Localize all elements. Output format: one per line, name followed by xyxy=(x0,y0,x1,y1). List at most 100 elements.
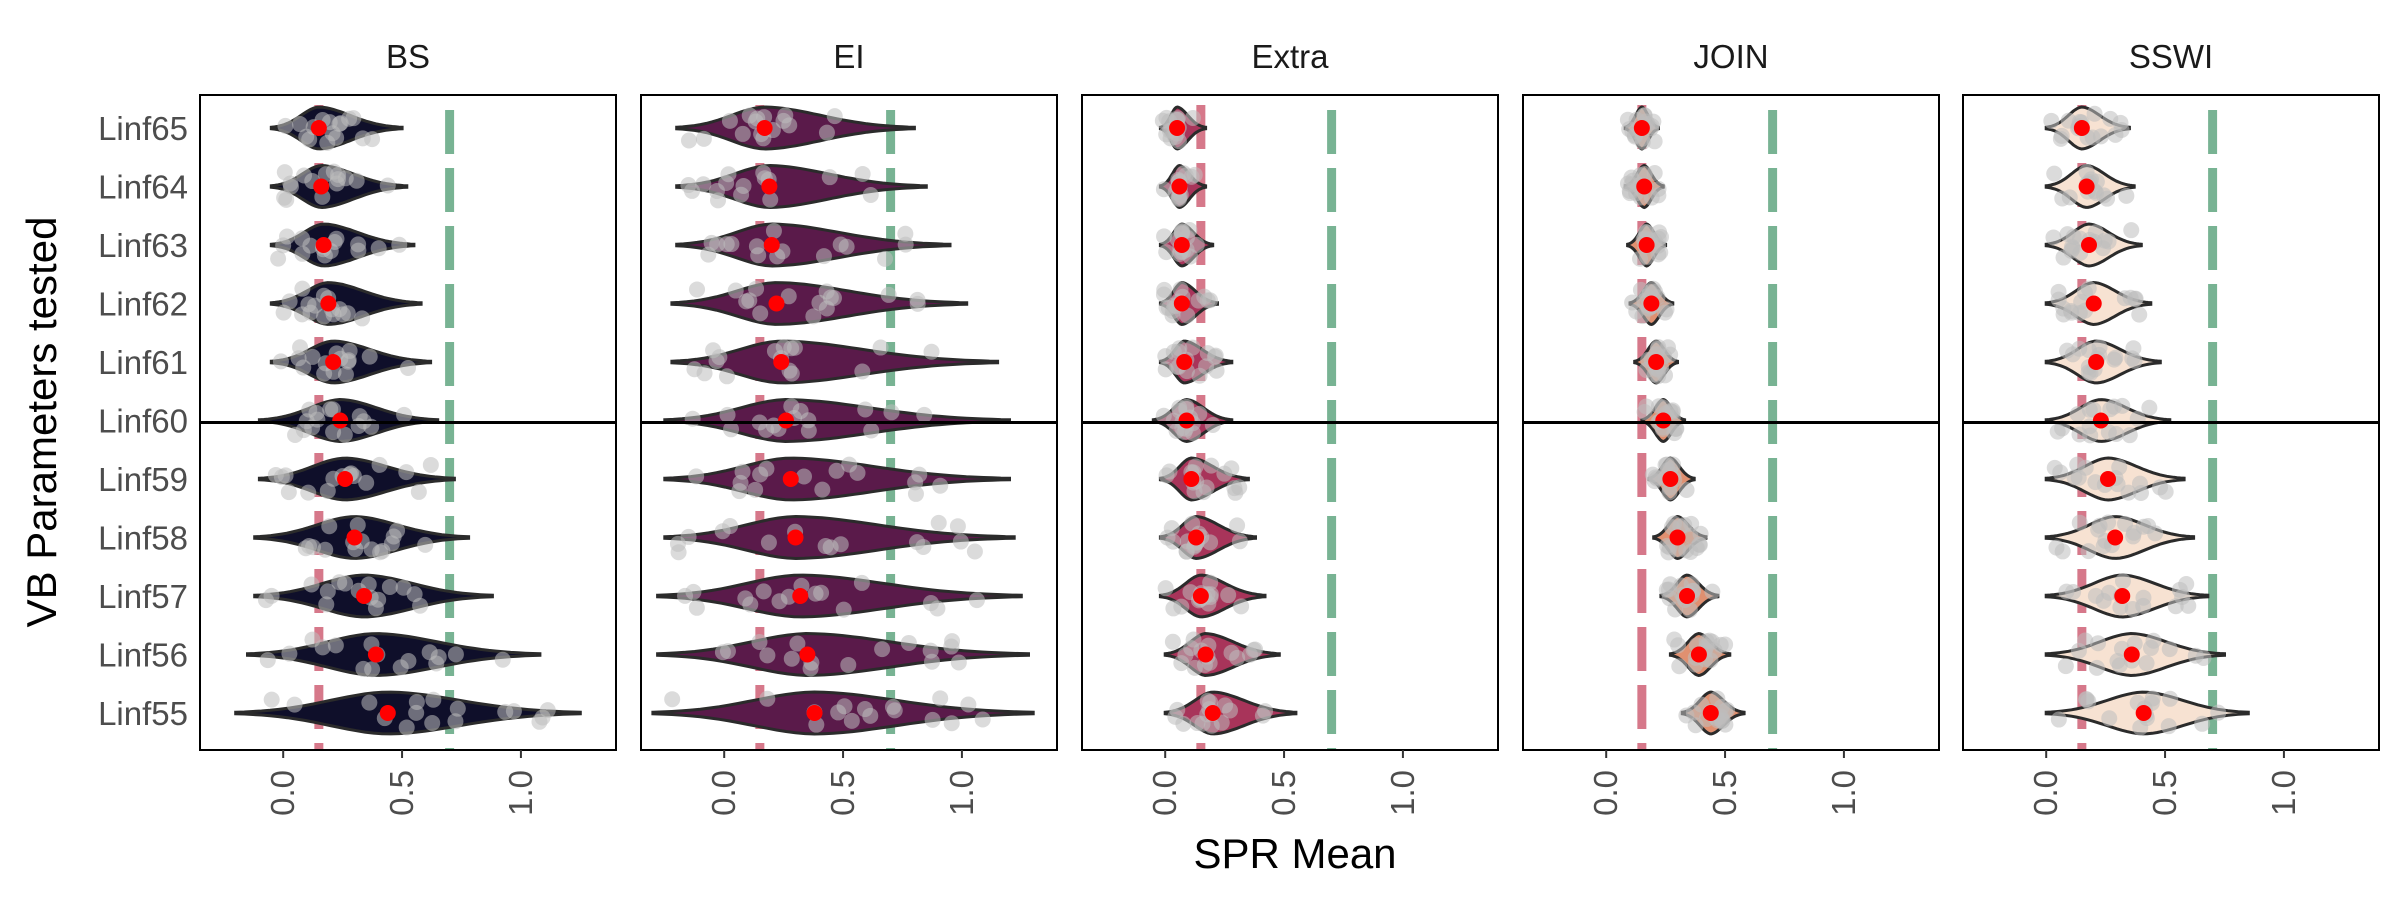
jitter-point xyxy=(2120,484,2137,501)
mean-point-linf64 xyxy=(1636,178,1653,195)
jitter-point xyxy=(319,583,336,600)
jitter-point xyxy=(1157,580,1174,597)
jitter-point xyxy=(2088,659,2105,676)
jitter-point xyxy=(815,248,832,265)
x-tick-label: 0.0 xyxy=(705,770,742,816)
jitter-point xyxy=(303,576,320,593)
x-tick-label: 0.5 xyxy=(824,770,861,816)
jitter-point xyxy=(929,600,946,617)
jitter-point xyxy=(381,578,398,595)
jitter-point xyxy=(2112,114,2129,131)
jitter-point xyxy=(1646,133,1663,150)
mean-point-linf60 xyxy=(2092,412,2109,429)
jitter-point xyxy=(952,533,969,550)
jitter-point xyxy=(1207,347,1224,364)
mean-point-linf58 xyxy=(787,529,804,546)
jitter-point xyxy=(505,703,522,720)
jitter-point xyxy=(539,702,556,719)
jitter-point xyxy=(361,348,378,365)
jitter-point xyxy=(1716,703,1733,720)
jitter-point xyxy=(424,714,441,731)
y-tick-label-linf62: Linf62 xyxy=(98,286,188,323)
jitter-point xyxy=(263,691,280,708)
jitter-point xyxy=(748,280,765,297)
violin-linf60 xyxy=(663,397,1011,444)
x-tick-label: 0.0 xyxy=(1146,770,1183,816)
jitter-point xyxy=(664,691,681,708)
jitter-point xyxy=(1662,346,1679,363)
jitter-point xyxy=(1233,598,1250,615)
jitter-point xyxy=(2052,464,2069,481)
jitter-point xyxy=(689,281,706,298)
jitter-point xyxy=(950,654,967,671)
jitter-point xyxy=(361,694,378,711)
jitter-point xyxy=(751,634,768,651)
y-tick-label-linf63: Linf63 xyxy=(98,227,188,264)
jitter-point xyxy=(1184,515,1201,532)
jitter-point xyxy=(781,117,798,134)
mean-point-linf64 xyxy=(313,178,330,195)
jitter-point xyxy=(1229,517,1246,534)
jitter-point xyxy=(734,125,751,142)
jitter-point xyxy=(752,305,769,322)
jitter-point xyxy=(2111,459,2128,476)
jitter-point xyxy=(1155,181,1172,198)
jitter-point xyxy=(1687,717,1704,734)
jitter-point xyxy=(389,522,406,539)
jitter-point xyxy=(400,653,417,670)
jitter-point xyxy=(350,418,367,435)
x-tick-label: 0.0 xyxy=(264,770,301,816)
jitter-point xyxy=(301,401,318,418)
jitter-point xyxy=(2101,710,2118,727)
mean-point-linf65 xyxy=(2073,120,2090,136)
jitter-point xyxy=(703,234,720,251)
jitter-point xyxy=(1660,544,1677,561)
mean-point-linf63 xyxy=(1173,237,1190,253)
jitter-point xyxy=(2135,589,2152,606)
jitter-point xyxy=(800,422,817,439)
jitter-point xyxy=(425,691,442,708)
jitter-point xyxy=(853,574,870,591)
jitter-point xyxy=(1247,641,1264,658)
jitter-point xyxy=(447,713,464,730)
mean-point-linf62 xyxy=(320,295,337,312)
violin-linf56 xyxy=(656,631,1030,678)
jitter-point xyxy=(714,644,731,661)
jitter-point xyxy=(337,366,354,383)
jitter-point xyxy=(406,586,423,603)
panel-title: SSWI xyxy=(2129,38,2213,75)
mean-point-linf63 xyxy=(1638,237,1655,253)
jitter-point xyxy=(2048,539,2065,556)
jitter-point xyxy=(280,484,297,501)
jitter-point xyxy=(849,464,866,481)
jitter-point xyxy=(2091,339,2108,356)
jitter-point xyxy=(880,286,897,303)
mean-point-linf56 xyxy=(2123,646,2140,663)
jitter-point xyxy=(2054,420,2071,437)
mean-point-linf63 xyxy=(2080,237,2097,253)
jitter-point xyxy=(317,541,334,558)
jitter-point xyxy=(1168,423,1185,440)
jitter-point xyxy=(347,541,364,558)
jitter-point xyxy=(1637,223,1654,240)
jitter-point xyxy=(2131,306,2148,323)
jitter-point xyxy=(336,426,353,443)
jitter-point xyxy=(723,236,740,253)
mean-point-linf61 xyxy=(325,354,342,370)
jitter-point xyxy=(417,536,434,553)
mean-point-linf59 xyxy=(2100,471,2117,487)
jitter-point xyxy=(286,696,303,713)
jitter-point xyxy=(780,288,797,305)
jitter-point xyxy=(2082,427,2099,444)
jitter-point xyxy=(364,131,381,148)
jitter-point xyxy=(2087,474,2104,491)
mean-point-linf65 xyxy=(756,120,773,136)
mean-point-linf60 xyxy=(1655,412,1672,429)
jitter-point xyxy=(909,534,926,551)
jitter-point xyxy=(817,538,834,555)
jitter-point xyxy=(331,115,348,132)
jitter-point xyxy=(410,483,427,500)
jitter-point xyxy=(277,467,294,484)
jitter-point xyxy=(814,481,831,498)
jitter-point xyxy=(821,169,838,186)
